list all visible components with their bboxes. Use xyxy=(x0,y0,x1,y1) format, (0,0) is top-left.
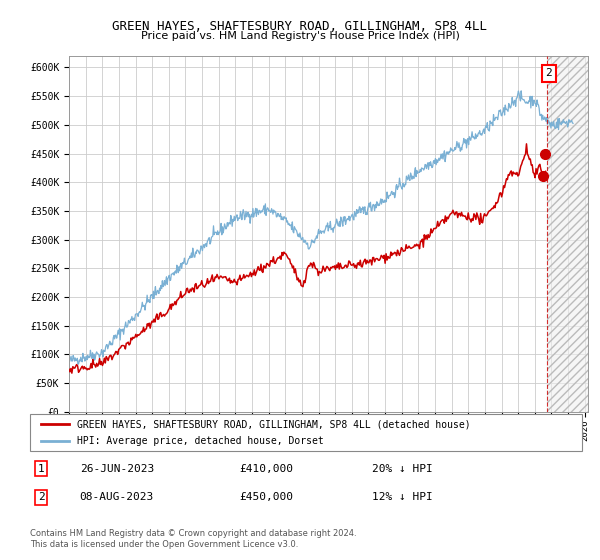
Text: 1: 1 xyxy=(38,464,44,474)
Text: GREEN HAYES, SHAFTESBURY ROAD, GILLINGHAM, SP8 4LL: GREEN HAYES, SHAFTESBURY ROAD, GILLINGHA… xyxy=(113,20,487,32)
Bar xyxy=(547,56,588,412)
Text: 2: 2 xyxy=(38,492,44,502)
Text: Contains HM Land Registry data © Crown copyright and database right 2024.
This d: Contains HM Land Registry data © Crown c… xyxy=(30,529,356,549)
Text: £410,000: £410,000 xyxy=(240,464,294,474)
Text: 12% ↓ HPI: 12% ↓ HPI xyxy=(372,492,433,502)
Text: Price paid vs. HM Land Registry's House Price Index (HPI): Price paid vs. HM Land Registry's House … xyxy=(140,31,460,41)
Text: 20% ↓ HPI: 20% ↓ HPI xyxy=(372,464,433,474)
Text: £450,000: £450,000 xyxy=(240,492,294,502)
Text: GREEN HAYES, SHAFTESBURY ROAD, GILLINGHAM, SP8 4LL (detached house): GREEN HAYES, SHAFTESBURY ROAD, GILLINGHA… xyxy=(77,419,470,429)
Text: HPI: Average price, detached house, Dorset: HPI: Average price, detached house, Dors… xyxy=(77,436,323,446)
Text: 2: 2 xyxy=(545,68,552,78)
FancyBboxPatch shape xyxy=(30,414,582,451)
Text: 26-JUN-2023: 26-JUN-2023 xyxy=(80,464,154,474)
Text: 08-AUG-2023: 08-AUG-2023 xyxy=(80,492,154,502)
